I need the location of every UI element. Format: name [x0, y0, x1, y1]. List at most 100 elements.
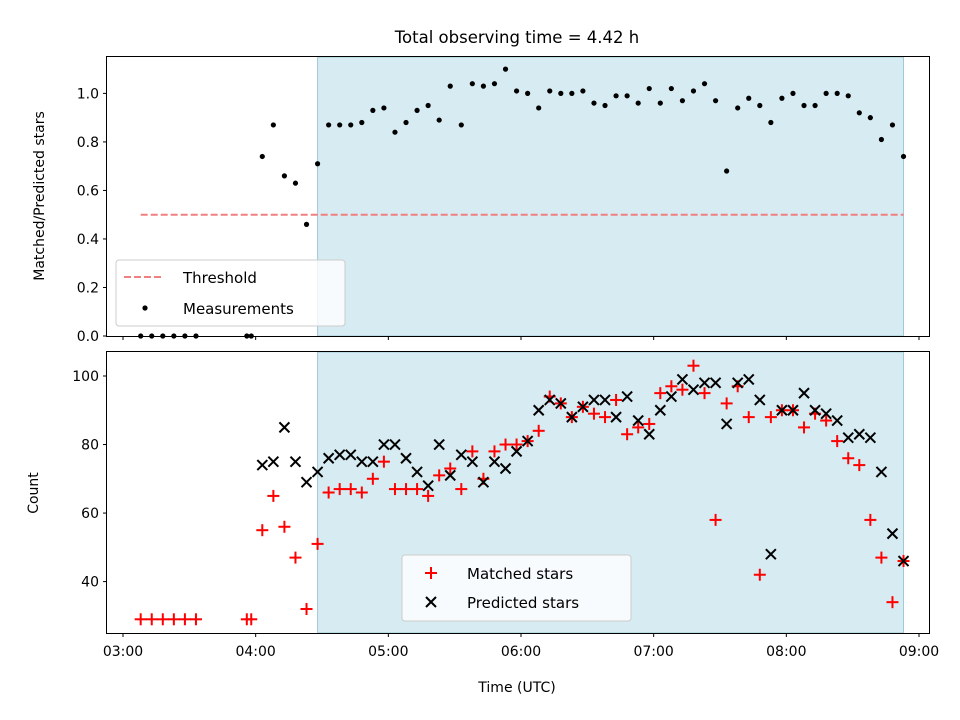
legend-predicted-label: Predicted stars [467, 594, 579, 612]
legend-measurements-swatch [142, 305, 148, 311]
matched-star-point [366, 472, 379, 485]
predicted-star-point [687, 383, 700, 396]
matched-star-point [665, 380, 678, 393]
matched-star-point [388, 483, 401, 496]
measurement-point [536, 105, 542, 111]
measurement-point [337, 122, 343, 128]
matched-star-point [167, 613, 180, 626]
predicted-star-point [886, 527, 899, 540]
measurement-point [281, 173, 288, 179]
predicted-star-point [842, 431, 854, 444]
predicted-star-point [831, 414, 843, 427]
measurement-point [292, 180, 299, 186]
top-ytick-label: 1.0 [77, 86, 99, 102]
predicted-star-point [875, 466, 888, 478]
predicted-star-point [389, 438, 401, 451]
matched-star-point [764, 411, 777, 424]
bottom-xtick-label: 08:00 [766, 644, 806, 660]
matched-star-point [278, 520, 291, 533]
predicted-star-point [300, 476, 313, 488]
measurement-point [303, 221, 310, 227]
predicted-star-point [599, 394, 611, 406]
measurement-point [668, 85, 674, 92]
measurement-point [900, 153, 907, 160]
measurement-point [657, 100, 663, 106]
bottom-xtick-label: 04:00 [235, 644, 275, 660]
matched-star-point [289, 551, 302, 564]
measurement-point [425, 102, 431, 109]
matched-star-point [322, 486, 335, 499]
matched-star-point [400, 483, 413, 496]
matched-star-point [676, 383, 689, 396]
measurement-point [889, 122, 896, 128]
bottom-legend-box [401, 554, 632, 622]
measurement-point [646, 85, 652, 92]
bottom-ytick-label: 80 [81, 438, 99, 454]
predicted-star-point [897, 555, 910, 567]
predicted-star-point [588, 394, 600, 406]
top-shaded-span [317, 56, 905, 337]
predicted-star-point [610, 411, 622, 423]
top-ylabel: Matched/Predicted stars [32, 111, 48, 281]
bottom-ytick-label: 40 [81, 575, 99, 591]
matched-star-point [886, 596, 899, 609]
predicted-star-point [367, 455, 379, 468]
matched-star-point [256, 524, 269, 537]
measurement-point [779, 95, 785, 101]
measurement-point [491, 81, 498, 87]
matched-star-point [842, 452, 855, 465]
measurement-point [834, 90, 840, 96]
predicted-star-point [676, 373, 689, 386]
predicted-star-point [632, 414, 644, 427]
matched-star-point [853, 459, 866, 472]
matched-star-point [831, 435, 844, 448]
predicted-star-point [621, 390, 633, 403]
matched-star-point [687, 359, 700, 372]
predicted-star-point [466, 455, 479, 468]
measurement-point [513, 88, 520, 94]
bottom-xlabel: Time (UTC) [477, 680, 555, 696]
measurement-point [447, 83, 453, 89]
matched-star-point [632, 421, 645, 434]
predicted-star-point [532, 404, 545, 416]
matched-star-point [245, 613, 258, 626]
legend-predicted-swatch [425, 596, 437, 608]
bottom-x-ticks: 03:00 04:00 05:00 06:00 07:00 08:00 09:00 [103, 633, 939, 660]
top-panel: Total observing time = 4.42 h 0.00.20.40… [32, 28, 930, 345]
matched-star-point [178, 613, 191, 626]
predicted-star-point [322, 452, 335, 464]
matched-star-point [455, 483, 468, 496]
legend-matched-swatch [425, 567, 437, 579]
measurement-point [403, 119, 409, 126]
measurement-point [591, 100, 597, 106]
matched-stars-points [134, 359, 910, 626]
matched-star-point [820, 414, 833, 427]
predicted-star-point [577, 401, 589, 413]
bottom-legend: Matched stars Predicted stars [401, 554, 632, 622]
measurement-point [712, 98, 719, 104]
measurement-point [768, 119, 774, 126]
predicted-star-point [267, 455, 280, 468]
top-ytick-label: 0.6 [77, 183, 99, 199]
predicted-star-point [787, 404, 799, 416]
measurement-point [502, 66, 509, 72]
predicted-star-point [566, 411, 578, 423]
matched-star-point [377, 455, 390, 468]
measurement-point [469, 81, 475, 87]
measurement-point [436, 117, 442, 123]
matched-star-point [433, 469, 446, 482]
measurement-point [690, 88, 697, 94]
measurement-point [613, 93, 619, 99]
measurement-point [580, 88, 586, 94]
measurement-point [569, 90, 575, 96]
matched-star-point [720, 397, 733, 410]
bottom-ytick-label: 60 [81, 506, 99, 522]
predicted-star-point [643, 428, 655, 440]
measurement-point [326, 122, 332, 128]
matched-star-point [466, 445, 479, 458]
predicted-star-point [411, 466, 423, 478]
measurement-point [679, 98, 686, 104]
measurement-point [602, 102, 608, 109]
matched-star-point [532, 424, 545, 437]
